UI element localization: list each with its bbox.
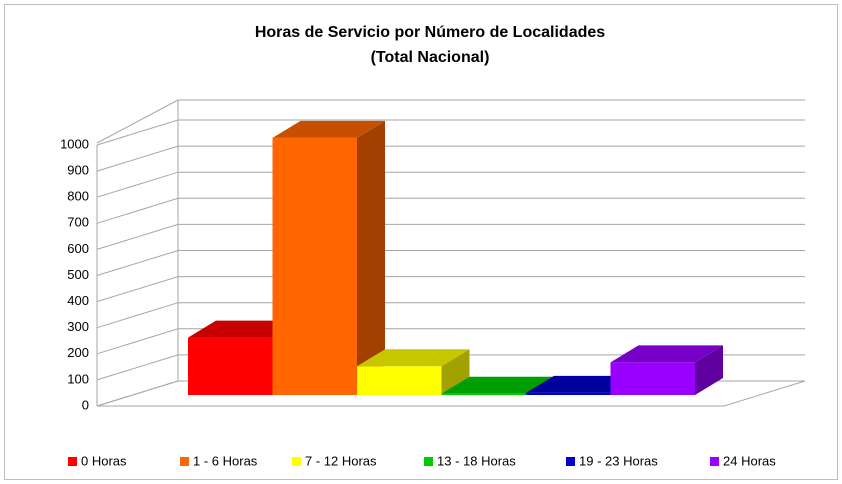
bar-front (610, 362, 695, 395)
chart-title: Horas de Servicio por Número de Localida… (255, 24, 605, 41)
legend-swatch (180, 457, 189, 466)
bar-top (441, 376, 554, 394)
grid-line (96, 223, 805, 250)
bar (357, 349, 470, 395)
y-tick-label: 300 (67, 319, 89, 334)
bar-front (357, 366, 442, 395)
legend-label: 24 Horas (723, 453, 776, 468)
bar-top (357, 349, 470, 367)
bar-front (441, 393, 526, 395)
legend-swatch (424, 457, 433, 466)
legend-swatch (292, 457, 301, 466)
bar-front (188, 337, 273, 395)
legend-swatch (710, 457, 719, 466)
grid-line (96, 276, 805, 303)
bar-side (357, 120, 385, 395)
y-tick-label: 800 (67, 189, 89, 204)
legend-label: 1 - 6 Horas (193, 453, 258, 468)
y-tick-label: 200 (67, 345, 89, 360)
bar (272, 120, 385, 396)
grid-line (96, 354, 805, 381)
y-tick-label: 100 (67, 371, 89, 386)
legend-label: 19 - 23 Horas (579, 453, 658, 468)
bar-top (188, 320, 301, 338)
y-tick-label: 1000 (60, 136, 89, 151)
chart-subtitle: (Total Nacional) (371, 49, 490, 66)
bar-top (610, 345, 723, 363)
bar-side (441, 349, 470, 395)
grid-line (96, 328, 805, 355)
grid-line (96, 197, 805, 224)
y-tick-label: 400 (67, 293, 89, 308)
y-tick-label: 700 (67, 215, 89, 230)
legend-swatch (68, 457, 77, 466)
y-tick-label: 600 (67, 241, 89, 256)
bar-side (695, 345, 723, 395)
grid-line (96, 250, 805, 276)
y-tick-label: 500 (67, 267, 89, 282)
bar-top (526, 375, 639, 393)
bar-front (526, 392, 611, 395)
grid-line (96, 119, 805, 146)
legend-label: 13 - 18 Horas (437, 453, 516, 468)
grid-line (96, 302, 805, 329)
chart-border (4, 4, 838, 480)
y-tick-label: 0 (82, 397, 89, 412)
grid-line (96, 145, 805, 172)
legend-swatch (566, 457, 575, 466)
y-tick-label: 900 (67, 163, 89, 178)
bar-front (272, 137, 357, 396)
bar (610, 345, 723, 395)
legend-label: 7 - 12 Horas (305, 453, 377, 468)
grid-line (96, 171, 805, 198)
legend-label: 0 Horas (81, 453, 127, 468)
bar-top (272, 120, 385, 138)
side-wall-top (96, 99, 179, 144)
